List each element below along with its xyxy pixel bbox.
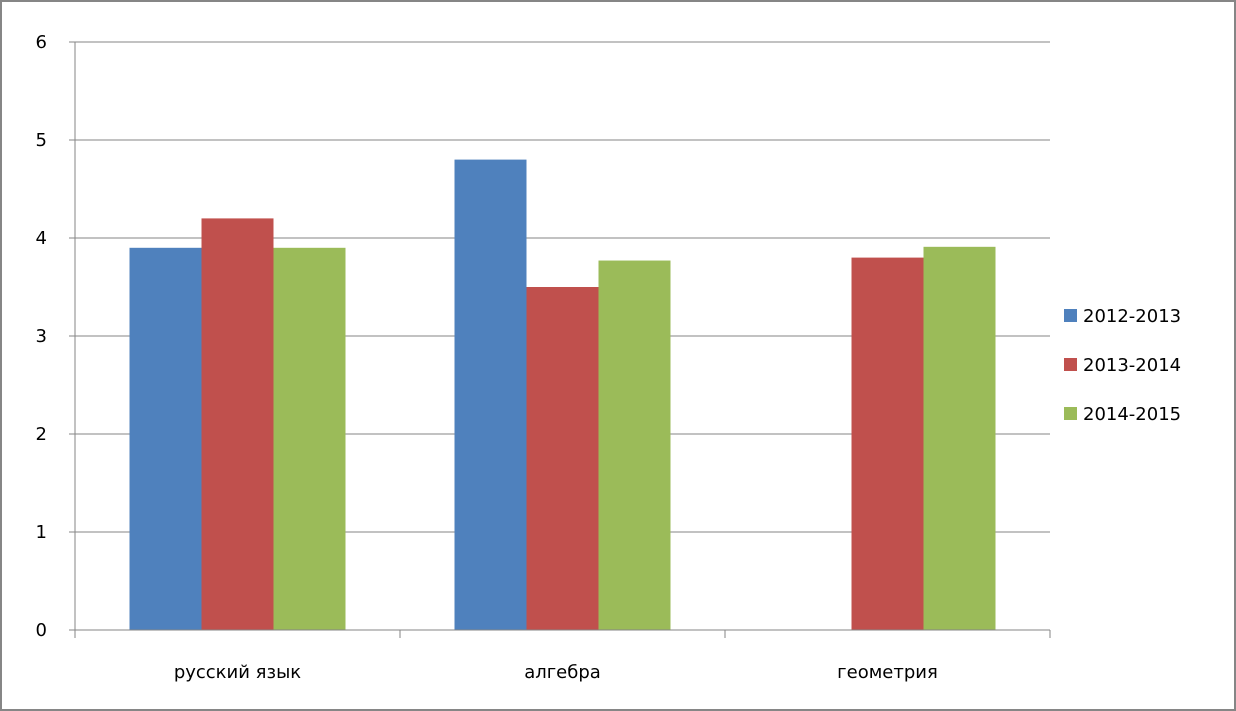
y-tick-labels: 0 1 2 3 4 5 6 [36, 32, 47, 641]
legend-swatch [1064, 407, 1077, 420]
bar [454, 159, 527, 630]
bar [129, 247, 202, 631]
bar [923, 246, 996, 630]
axes [69, 41, 1051, 638]
bar [851, 257, 924, 630]
legend-label: 2012-2013 [1083, 306, 1181, 327]
bar [273, 247, 346, 631]
y-tick-label: 0 [36, 620, 47, 641]
legend-label: 2013-2014 [1083, 355, 1181, 376]
bar [526, 287, 599, 630]
x-tick-label: геометрия [837, 662, 938, 683]
y-tick-label: 6 [36, 32, 47, 53]
y-tick-label: 5 [36, 130, 47, 151]
y-tick-label: 1 [36, 522, 47, 543]
y-tick-label: 2 [36, 424, 47, 445]
legend-label: 2014-2015 [1083, 404, 1181, 425]
y-tick-label: 4 [36, 228, 47, 249]
x-tick-labels: русский язык алгебра геометрия [174, 662, 938, 683]
bar [201, 218, 274, 630]
bars [129, 159, 996, 631]
x-tick-label: русский язык [174, 662, 301, 683]
y-tick-label: 3 [36, 326, 47, 347]
legend-swatch [1064, 309, 1077, 322]
legend-swatch [1064, 358, 1077, 371]
legend: 2012-2013 2013-2014 2014-2015 [1064, 306, 1181, 425]
x-tick-label: алгебра [524, 662, 601, 683]
bar [598, 260, 671, 630]
